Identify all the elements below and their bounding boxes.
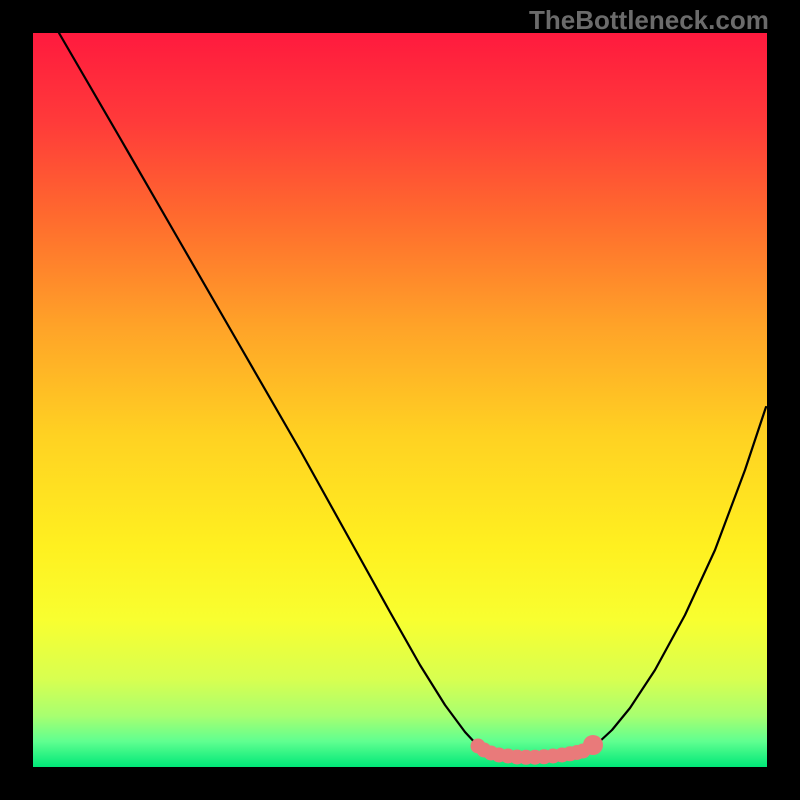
plot-background bbox=[33, 33, 767, 767]
marker-end-dot bbox=[583, 735, 603, 755]
watermark-text: TheBottleneck.com bbox=[529, 5, 769, 36]
chart-canvas bbox=[0, 0, 800, 800]
